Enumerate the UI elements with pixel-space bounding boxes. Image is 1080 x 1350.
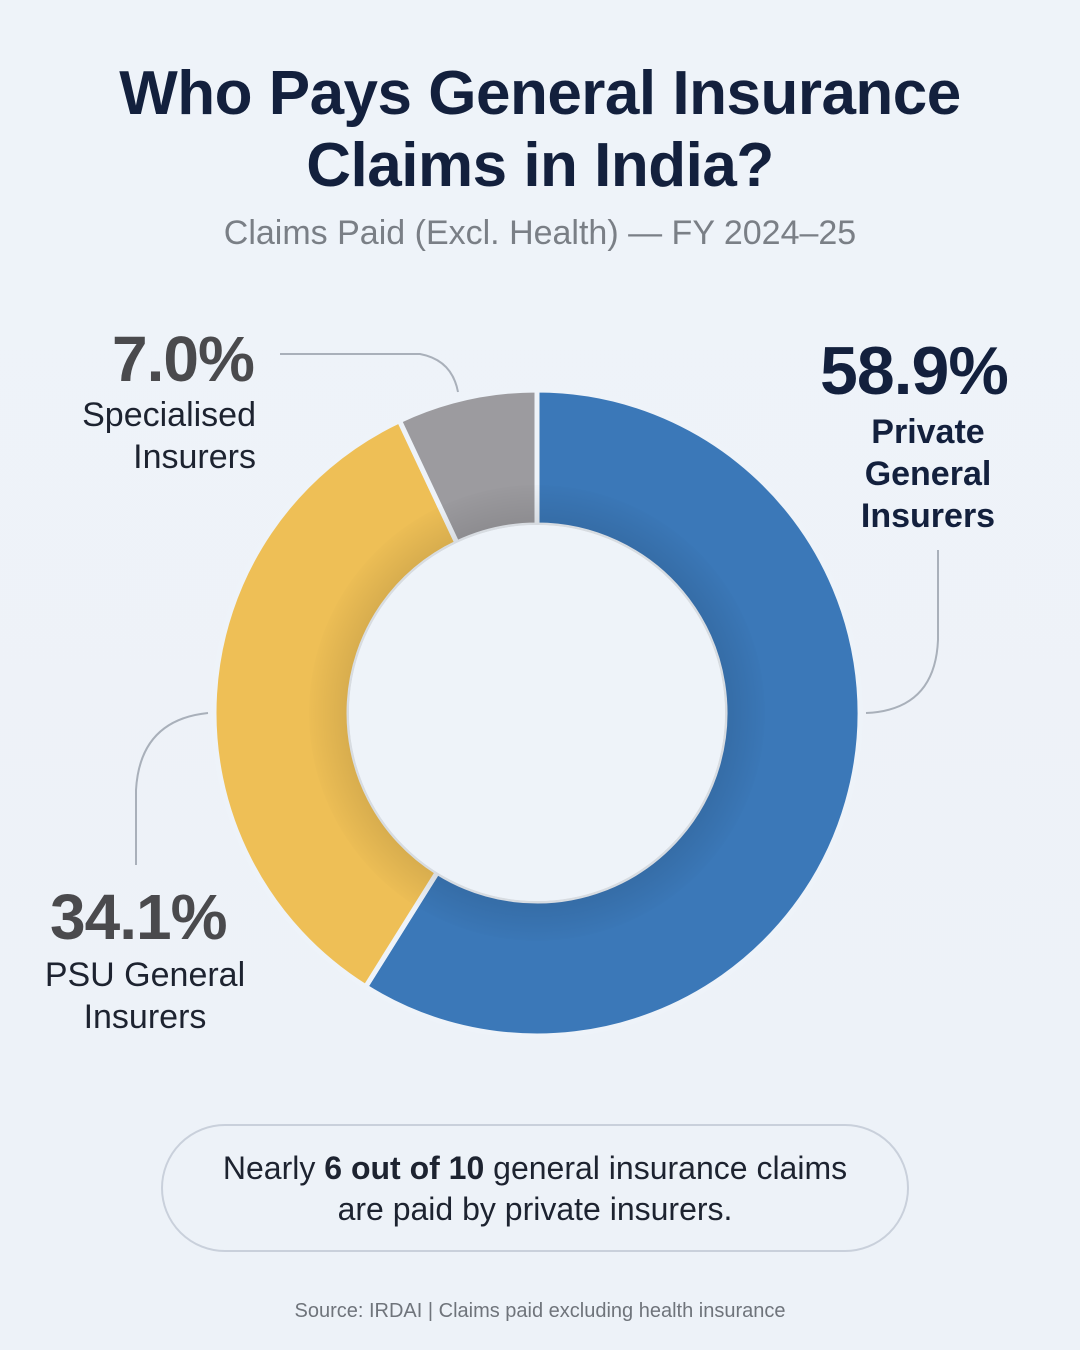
label-line: Insurers	[133, 438, 256, 476]
label-line: Insurers	[83, 998, 207, 1036]
value-label-psu: 34.1%	[50, 881, 227, 953]
category-label-psu: PSU General Insurers	[30, 954, 260, 1038]
callout-line-2: are paid by private insurers.	[337, 1191, 733, 1227]
label-line: Private	[871, 413, 985, 451]
leader-line-specialised	[280, 353, 459, 393]
category-label-specialised: Specialised Insurers	[82, 394, 256, 478]
label-line: PSU General	[44, 956, 246, 994]
leader-line-psu	[135, 712, 209, 865]
callout-text: Nearly	[222, 1150, 325, 1186]
title-line-1: Who Pays General Insurance	[119, 59, 961, 128]
label-line: General	[864, 455, 992, 493]
label-line: Insurers	[860, 497, 996, 535]
title-line-2: Claims in India?	[306, 131, 774, 200]
label-line: Specialised	[82, 396, 256, 434]
donut-hole	[349, 525, 725, 901]
page-title: Who Pays General Insurance Claims in Ind…	[0, 58, 1080, 202]
category-label-private: Private General Insurers	[828, 411, 1028, 537]
value-label-specialised: 7.0%	[112, 323, 255, 395]
value-label-private: 58.9%	[820, 333, 1009, 409]
callout-highlight: 6 out of 10	[324, 1150, 485, 1186]
source-note: Source: IRDAI | Claims paid excluding he…	[294, 1300, 786, 1322]
key-insight-callout: Nearly 6 out of 10 general insurance cla…	[161, 1124, 909, 1252]
callout-text: general insurance claims	[484, 1150, 848, 1186]
subtitle: Claims Paid (Excl. Health) — FY 2024–25	[223, 214, 857, 252]
inner-shadow	[309, 485, 765, 941]
leader-line-private	[865, 550, 939, 714]
